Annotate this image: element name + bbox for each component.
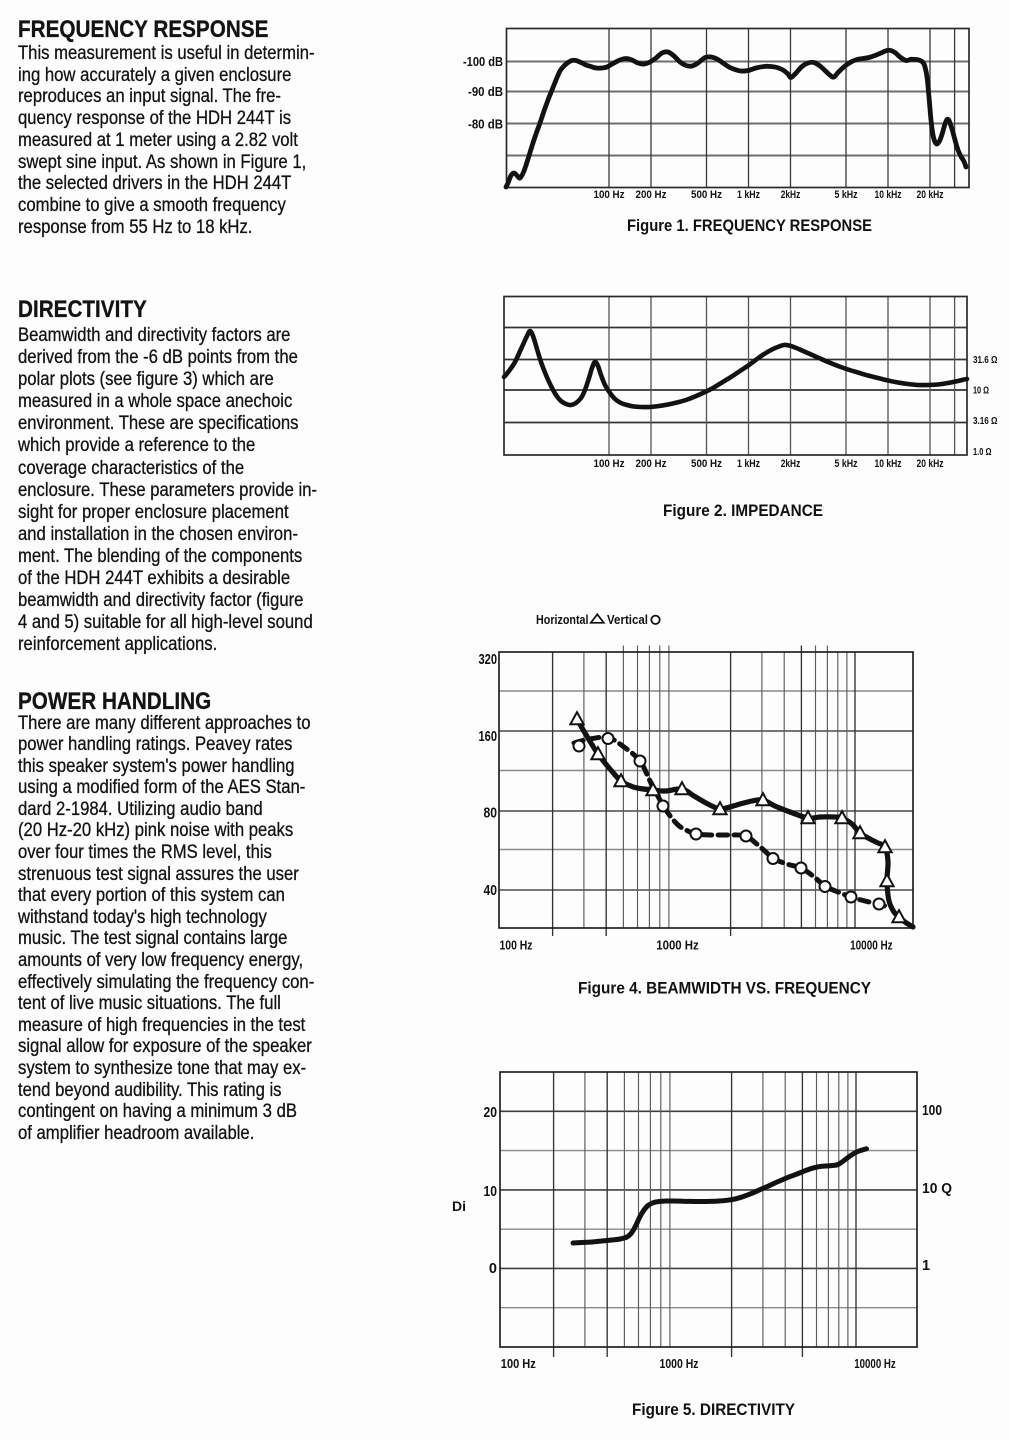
svg-text:0: 0 <box>489 1261 497 1277</box>
svg-text:1000 Hz: 1000 Hz <box>660 1356 699 1371</box>
svg-text:-80 dB: -80 dB <box>468 117 503 132</box>
svg-text:-90 dB: -90 dB <box>468 84 503 99</box>
svg-text:1.0 Ω: 1.0 Ω <box>973 446 992 458</box>
svg-text:1 kHz: 1 kHz <box>737 189 760 201</box>
svg-text:500 Hz: 500 Hz <box>691 189 723 201</box>
svg-text:80: 80 <box>484 806 498 822</box>
svg-text:100 Hz: 100 Hz <box>501 1356 536 1371</box>
svg-text:10 kHz: 10 kHz <box>875 189 902 201</box>
svg-text:10 kHz: 10 kHz <box>875 458 902 470</box>
svg-text:200 Hz: 200 Hz <box>636 458 668 470</box>
svg-text:2kHz: 2kHz <box>781 458 801 470</box>
svg-text:10000 Hz: 10000 Hz <box>850 938 893 953</box>
svg-text:Figure 5. DIRECTIVITY: Figure 5. DIRECTIVITY <box>632 1401 795 1419</box>
svg-text:31.6 Ω: 31.6 Ω <box>973 354 998 366</box>
svg-text:10: 10 <box>484 1184 498 1200</box>
svg-text:20 kHz: 20 kHz <box>917 458 944 470</box>
svg-text:10 Q: 10 Q <box>922 1181 952 1197</box>
svg-text:3.16 Ω: 3.16 Ω <box>973 415 998 427</box>
svg-text:-100 dB: -100 dB <box>463 54 503 69</box>
svg-text:10000 Hz: 10000 Hz <box>854 1356 896 1371</box>
svg-text:1: 1 <box>922 1258 930 1274</box>
svg-text:100 Hz: 100 Hz <box>594 458 626 470</box>
svg-text:Di: Di <box>452 1198 466 1214</box>
svg-text:20: 20 <box>484 1105 498 1121</box>
svg-text:40: 40 <box>484 883 498 899</box>
svg-text:Figure 1. FREQUENCY RESPONSE: Figure 1. FREQUENCY RESPONSE <box>627 217 872 235</box>
svg-text:5 kHz: 5 kHz <box>835 458 858 470</box>
svg-text:1000 Hz: 1000 Hz <box>656 938 699 953</box>
svg-text:1 kHz: 1 kHz <box>737 458 760 470</box>
svg-text:10 Ω: 10 Ω <box>973 385 989 397</box>
svg-text:Vertical: Vertical <box>607 613 648 627</box>
svg-text:200 Hz: 200 Hz <box>636 189 668 201</box>
svg-text:Horizontal: Horizontal <box>536 613 589 627</box>
svg-text:Figure 2. IMPEDANCE: Figure 2. IMPEDANCE <box>663 502 823 520</box>
svg-text:320: 320 <box>479 652 498 668</box>
svg-text:100 Hz: 100 Hz <box>594 189 626 201</box>
svg-text:2kHz: 2kHz <box>781 189 801 201</box>
svg-text:20 kHz: 20 kHz <box>917 189 944 201</box>
svg-text:160: 160 <box>479 729 498 745</box>
svg-text:100: 100 <box>922 1103 942 1119</box>
svg-text:5 kHz: 5 kHz <box>835 189 858 201</box>
svg-text:100 Hz: 100 Hz <box>500 938 533 953</box>
svg-text:500 Hz: 500 Hz <box>691 458 723 470</box>
svg-text:Figure 4. BEAMWIDTH VS. FREQUE: Figure 4. BEAMWIDTH VS. FREQUENCY <box>578 980 871 998</box>
